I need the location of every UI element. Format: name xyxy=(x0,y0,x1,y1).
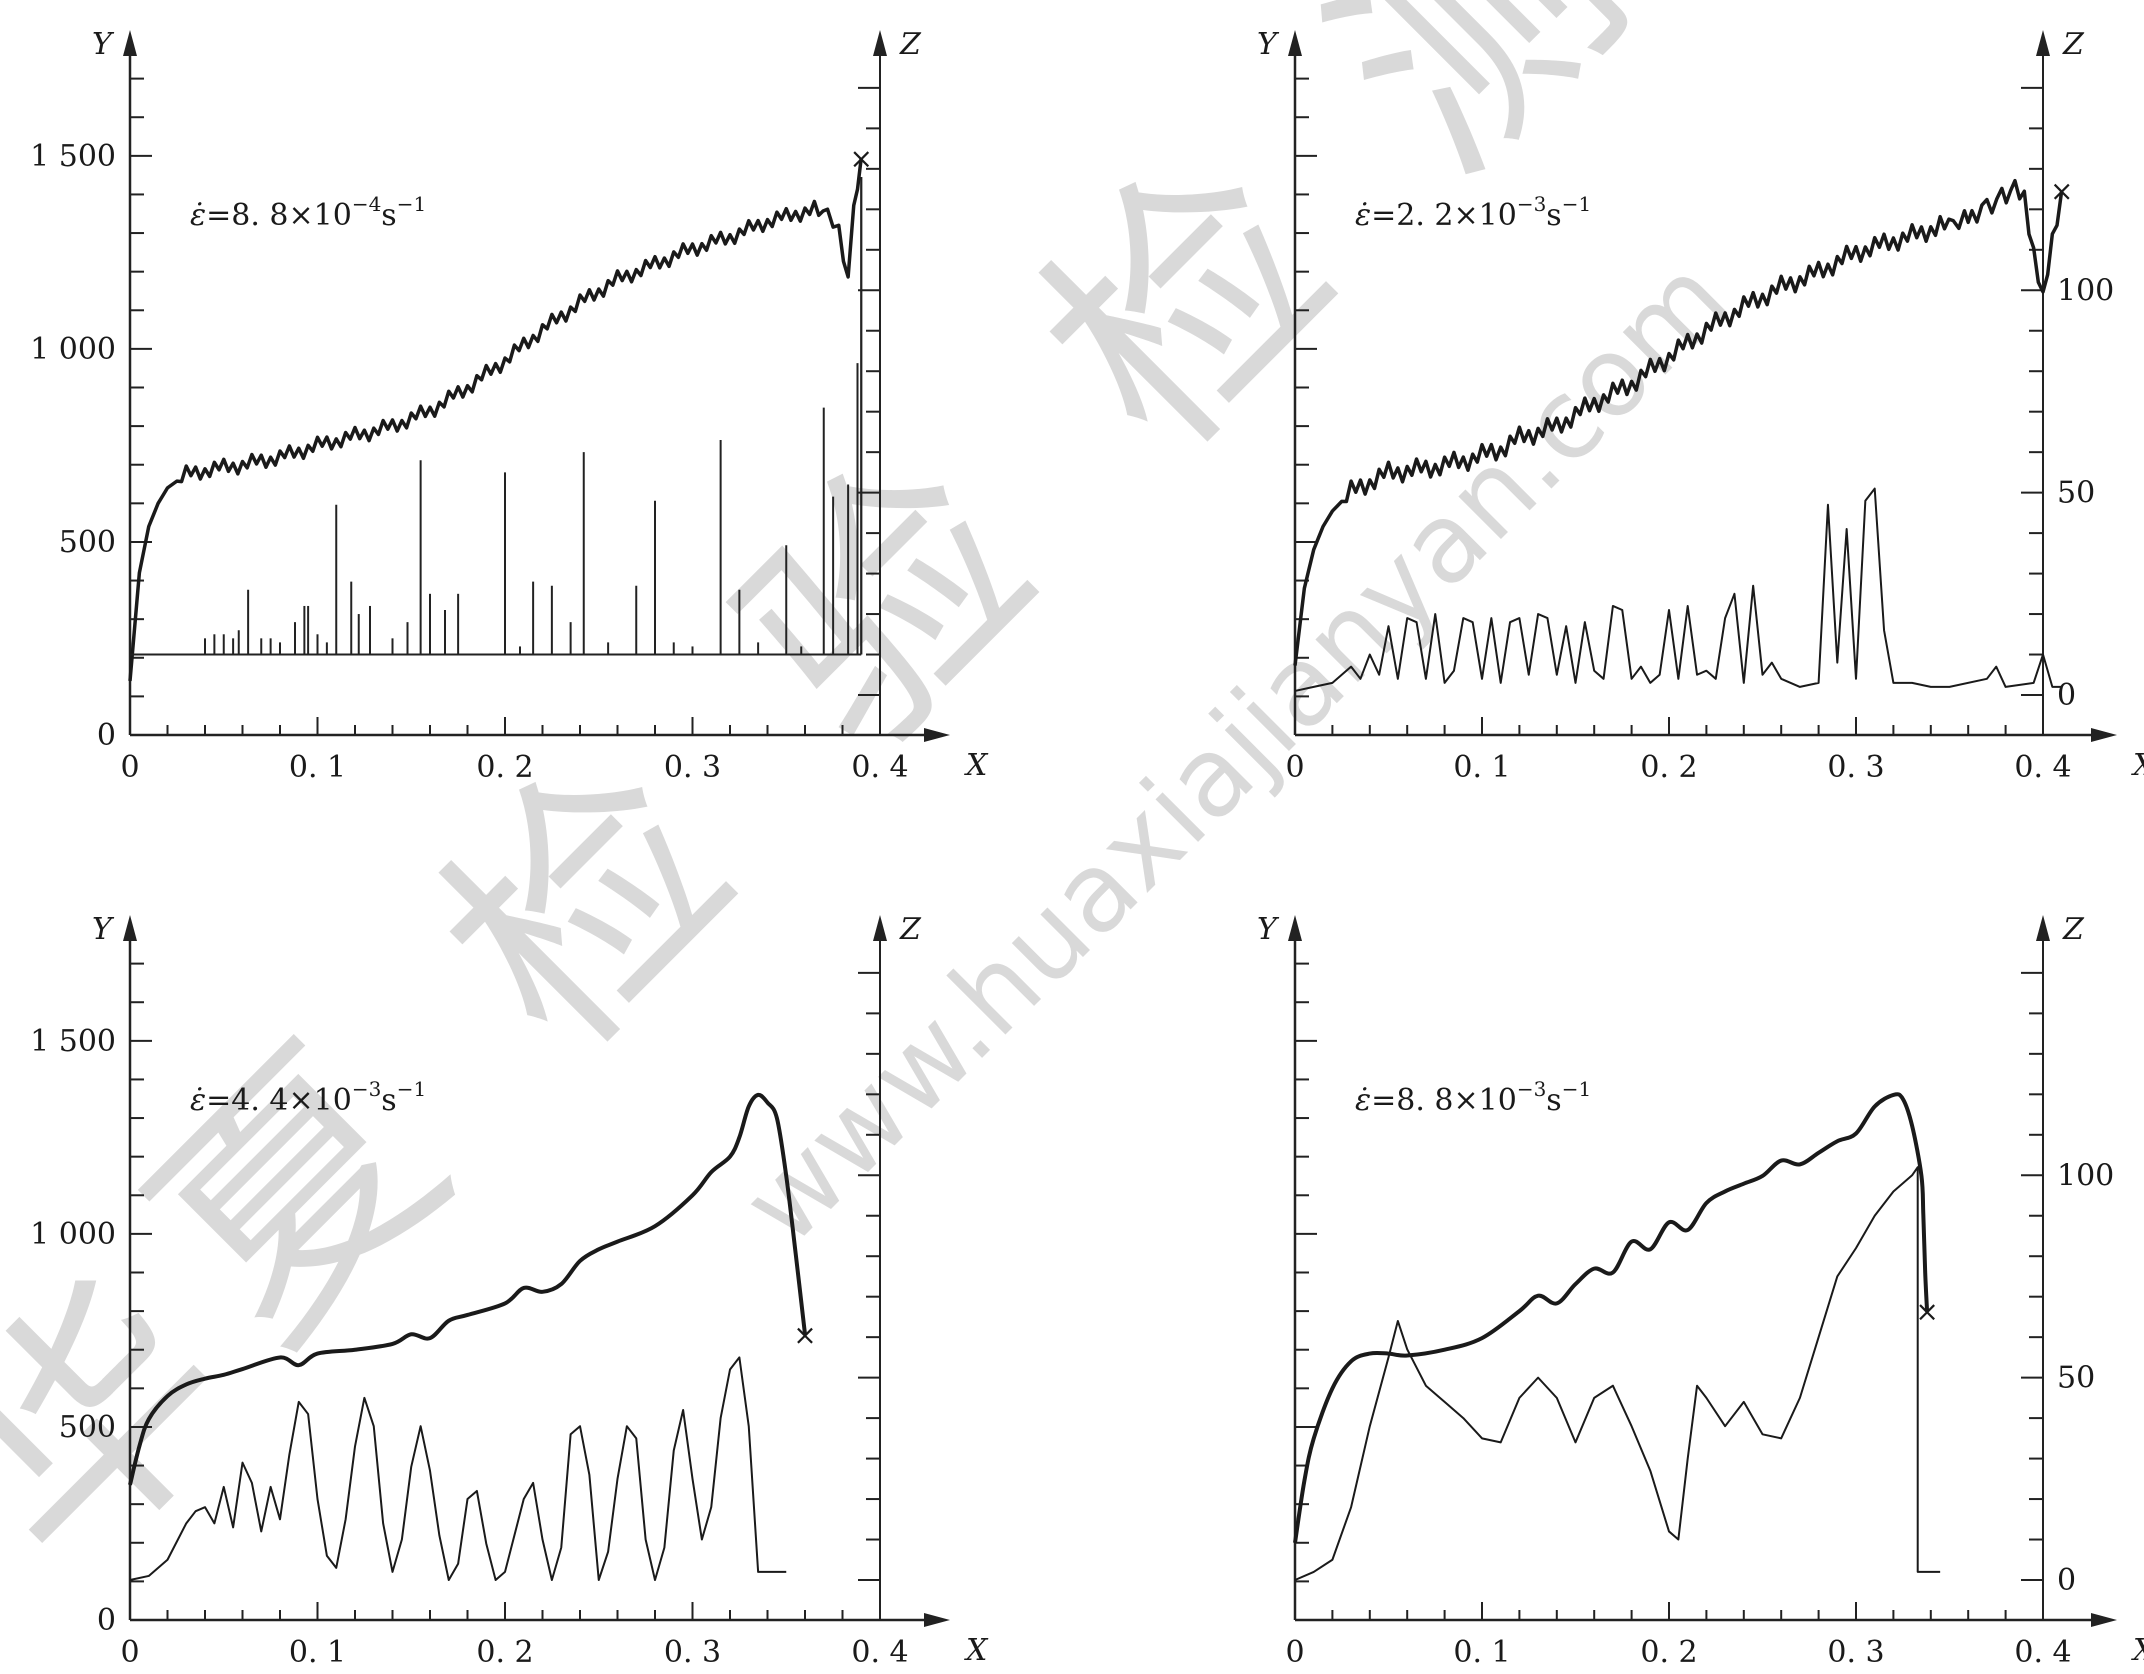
x-tick-label: 0. 4 xyxy=(2014,1635,2071,1669)
strain-rate-unit-exponent: −1 xyxy=(397,192,426,216)
y-axis-arrow xyxy=(1288,915,1302,941)
y-tick-label: 500 xyxy=(59,525,116,560)
y-tick-label: 500 xyxy=(59,1410,116,1445)
y-axis-label: Y xyxy=(1257,27,1280,62)
z-tick-label: 0 xyxy=(2057,678,2076,713)
z-axis-label: Z xyxy=(899,27,922,62)
chart-panel-3: X Y Z 0 0. 1 0. 2 0. 3 0. 4 0 500 1 000 1 500 ε̇=4. … xyxy=(30,912,989,1669)
watermark-char: 测 xyxy=(1280,0,1677,224)
z-axis-arrow xyxy=(873,915,887,941)
watermark-char: 检 xyxy=(990,106,1387,503)
strain-rate-value: =8. 8×10 xyxy=(206,198,352,233)
y-axis-arrow xyxy=(123,915,137,941)
z-axis-arrow xyxy=(2036,30,2050,56)
emission-curve xyxy=(1295,1167,1940,1580)
strain-rate-exponent: −4 xyxy=(352,192,381,216)
x-tick-label: 0. 2 xyxy=(1640,750,1697,785)
watermark-char: 检 xyxy=(390,706,787,1103)
x-tick-label: 0. 1 xyxy=(1453,1635,1510,1669)
stress-curve xyxy=(1295,1094,1927,1543)
z-axis-label: Z xyxy=(899,912,922,947)
strain-rate-value: =2. 2×10 xyxy=(1371,198,1517,233)
y-axis-arrow xyxy=(123,30,137,56)
x-tick-label: 0. 1 xyxy=(289,1635,346,1669)
x-tick-label: 0. 1 xyxy=(289,750,346,785)
fracture-marker: × xyxy=(1915,1295,1938,1328)
fracture-marker: × xyxy=(2050,175,2073,208)
z-axis-label: Z xyxy=(2062,27,2085,62)
z-tick-label: 100 xyxy=(2057,273,2114,308)
strain-rate-exponent: −3 xyxy=(1517,192,1546,216)
y-axis-label: Y xyxy=(92,912,115,947)
x-tick-label: 0 xyxy=(1285,1635,1304,1669)
y-tick-label: 1 500 xyxy=(30,1024,116,1059)
x-tick-label: 0. 3 xyxy=(664,750,721,785)
x-tick-label: 0 xyxy=(120,750,139,785)
strain-rate-unit-exponent: −1 xyxy=(397,1077,426,1101)
x-axis-label: X xyxy=(2131,1633,2144,1668)
z-tick-label: 50 xyxy=(2057,1361,2095,1396)
fracture-marker: × xyxy=(850,142,873,175)
x-tick-label: 0 xyxy=(120,1635,139,1669)
strain-rate-unit: s xyxy=(1546,198,1561,233)
x-axis-label: X xyxy=(2131,748,2144,783)
x-tick-label: 0. 4 xyxy=(2014,750,2071,785)
x-tick-label: 0. 1 xyxy=(1453,750,1510,785)
z-axis-arrow xyxy=(2036,915,2050,941)
x-axis-arrow xyxy=(924,1613,950,1627)
x-axis-arrow xyxy=(2091,728,2117,742)
y-tick-label: 1 500 xyxy=(30,139,116,174)
strain-rate-annotation: ε̇=2. 2×10−3s−1 xyxy=(1355,192,1591,233)
x-axis-arrow xyxy=(2091,1613,2117,1627)
x-axis-label: X xyxy=(964,1633,989,1668)
x-tick-label: 0. 2 xyxy=(1640,1635,1697,1669)
chart-panel-4: X Y Z 0 0. 1 0. 2 0. 3 0. 4 0 50 100 ε̇=8. 8×10−3s−… xyxy=(1257,912,2144,1669)
strain-rate-exponent: −3 xyxy=(1517,1077,1546,1101)
x-tick-label: 0. 4 xyxy=(851,1635,908,1669)
watermark: 华夏检验检测网www.huaxiajianyan.com xyxy=(0,0,1948,1624)
x-tick-label: 0. 3 xyxy=(1827,750,1884,785)
watermark-char: 验 xyxy=(690,406,1087,803)
strain-rate-unit: s xyxy=(381,1083,396,1118)
strain-rate-annotation: ε̇=8. 8×10−4s−1 xyxy=(190,192,426,233)
strain-rate-annotation: ε̇=4. 4×10−3s−1 xyxy=(190,1077,426,1118)
y-tick-label: 1 000 xyxy=(30,1217,116,1252)
y-tick-label: 0 xyxy=(97,1603,116,1638)
strain-rate-unit-exponent: −1 xyxy=(1562,192,1591,216)
x-tick-label: 0 xyxy=(1285,750,1304,785)
strain-rate-value: =8. 8×10 xyxy=(1371,1083,1517,1118)
z-axis-label: Z xyxy=(2062,912,2085,947)
strain-rate-unit: s xyxy=(1546,1083,1561,1118)
z-tick-label: 50 xyxy=(2057,476,2095,511)
y-tick-label: 0 xyxy=(97,718,116,753)
y-axis-label: Y xyxy=(92,27,115,62)
strain-rate-annotation: ε̇=8. 8×10−3s−1 xyxy=(1355,1077,1591,1118)
strain-rate-value: =4. 4×10 xyxy=(206,1083,352,1118)
strain-rate-symbol: ε̇ xyxy=(190,1083,206,1118)
x-tick-label: 0. 3 xyxy=(1827,1635,1884,1669)
x-tick-label: 0. 2 xyxy=(476,750,533,785)
strain-rate-symbol: ε̇ xyxy=(190,198,206,233)
strain-rate-unit: s xyxy=(381,198,396,233)
x-axis-label: X xyxy=(964,748,989,783)
strain-rate-unit-exponent: −1 xyxy=(1562,1077,1591,1101)
y-axis-arrow xyxy=(1288,30,1302,56)
z-axis-arrow xyxy=(873,30,887,56)
strain-rate-symbol: ε̇ xyxy=(1355,198,1371,233)
y-axis-label: Y xyxy=(1257,912,1280,947)
strain-rate-exponent: −3 xyxy=(352,1077,381,1101)
fracture-marker: × xyxy=(793,1318,816,1351)
z-tick-label: 100 xyxy=(2057,1158,2114,1193)
x-tick-label: 0. 2 xyxy=(476,1635,533,1669)
x-tick-label: 0. 3 xyxy=(664,1635,721,1669)
strain-rate-symbol: ε̇ xyxy=(1355,1083,1371,1118)
y-tick-label: 1 000 xyxy=(30,332,116,367)
x-tick-label: 0. 4 xyxy=(851,750,908,785)
z-tick-label: 0 xyxy=(2057,1563,2076,1598)
